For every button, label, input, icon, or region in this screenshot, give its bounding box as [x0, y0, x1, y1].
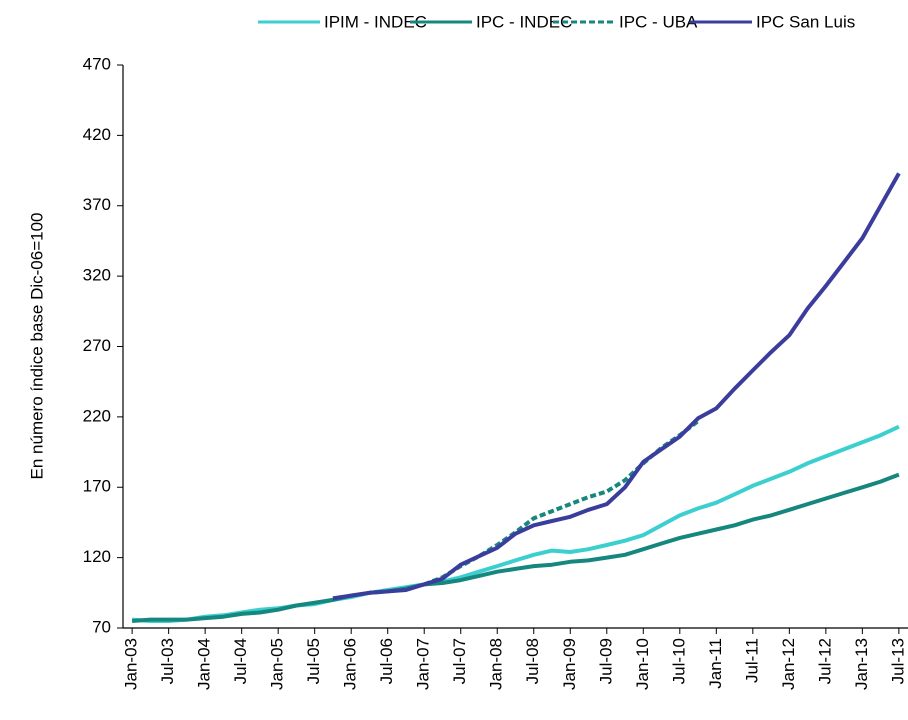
legend-label: IPC - INDEC — [476, 12, 572, 31]
x-tick-label: Jan-03 — [122, 638, 141, 690]
series-line — [131, 424, 900, 623]
y-tick-label: 170 — [83, 477, 111, 496]
x-tick-label: Jul-10 — [669, 638, 688, 684]
y-tick-label: 220 — [83, 406, 111, 425]
y-axis-label: En número índice base Dic-06=100 — [27, 213, 46, 480]
x-tick-label: Jul-11 — [742, 638, 761, 683]
x-tick-label: Jul-09 — [596, 638, 615, 684]
x-tick-label: Jul-06 — [377, 638, 396, 684]
x-tick-label: Jan-07 — [414, 638, 433, 690]
x-tick-label: Jul-04 — [231, 638, 250, 684]
x-tick-label: Jan-10 — [633, 638, 652, 690]
series-line — [423, 419, 700, 587]
x-tick-label: Jul-13 — [888, 638, 907, 684]
y-tick-label: 320 — [83, 266, 111, 285]
x-tick-label: Jul-05 — [304, 638, 323, 684]
x-tick-label: Jan-13 — [852, 638, 871, 690]
y-tick-label: 120 — [83, 547, 111, 566]
y-tick-label: 470 — [83, 54, 111, 73]
legend-label: IPC - UBA — [619, 12, 698, 31]
x-tick-label: Jul-03 — [158, 638, 177, 684]
x-tick-label: Jul-12 — [815, 638, 834, 684]
y-tick-label: 420 — [83, 125, 111, 144]
x-tick-label: Jan-04 — [195, 638, 214, 690]
x-tick-label: Jan-09 — [560, 638, 579, 690]
legend-label: IPC San Luis — [756, 12, 855, 31]
y-tick-label: 370 — [83, 195, 111, 214]
y-tick-label: 70 — [92, 617, 111, 636]
series-line — [131, 472, 900, 623]
x-tick-label: Jul-08 — [523, 638, 542, 684]
x-tick-label: Jul-07 — [450, 638, 469, 684]
y-tick-label: 270 — [83, 336, 111, 355]
legend-label: IPIM - INDEC — [324, 12, 427, 31]
x-tick-label: Jan-08 — [487, 638, 506, 690]
x-tick-label: Jan-11 — [706, 638, 725, 689]
x-tick-label: Jan-05 — [268, 638, 287, 690]
x-tick-label: Jan-12 — [779, 638, 798, 690]
x-tick-label: Jan-06 — [341, 638, 360, 690]
series-line — [332, 172, 901, 601]
